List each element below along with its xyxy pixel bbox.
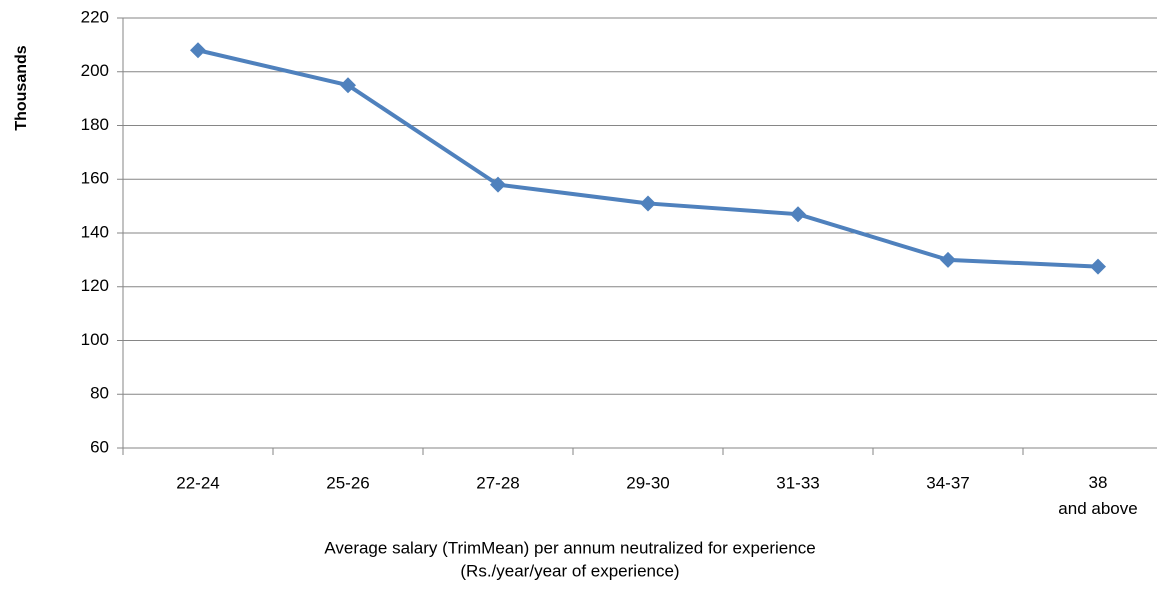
x-tick-label: 25-26 bbox=[326, 473, 369, 492]
series-line bbox=[197, 48, 1099, 269]
y-tick-label: 220 bbox=[81, 7, 109, 26]
marker bbox=[940, 251, 956, 268]
y-tick-label: 200 bbox=[81, 61, 109, 80]
marker bbox=[190, 42, 206, 59]
x-tick-label: 34-37 bbox=[926, 473, 969, 492]
x-tick-label: 22-24 bbox=[176, 473, 219, 492]
marker bbox=[490, 176, 506, 193]
y-tick-label: 160 bbox=[81, 169, 109, 188]
y-tick-label: 60 bbox=[90, 437, 109, 456]
marker bbox=[790, 206, 806, 223]
x-axis-title: Average salary (TrimMean) per annum neut… bbox=[324, 538, 815, 557]
x-tick-label: 29-30 bbox=[626, 473, 669, 492]
marker bbox=[640, 195, 656, 212]
y-tick-label: 180 bbox=[81, 115, 109, 134]
y-tick-label: 100 bbox=[81, 330, 109, 349]
x-tick-label: 38 and above bbox=[1058, 473, 1137, 518]
x-tick-label: 31-33 bbox=[776, 473, 819, 492]
x-tick-label: 27-28 bbox=[476, 473, 519, 492]
y-tick-label: 140 bbox=[81, 222, 109, 241]
x-axis-title: (Rs./year/year of experience) bbox=[460, 561, 679, 580]
y-tick-label: 80 bbox=[90, 384, 109, 403]
marker bbox=[340, 77, 356, 94]
y-axis-title: Thousands bbox=[13, 45, 30, 130]
marker bbox=[1090, 258, 1106, 275]
y-tick-label: 120 bbox=[81, 276, 109, 295]
